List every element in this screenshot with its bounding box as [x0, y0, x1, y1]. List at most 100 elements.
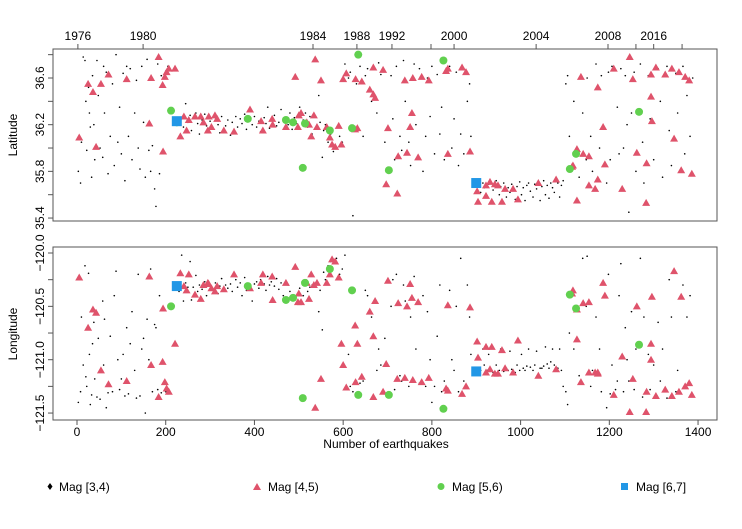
point-mag-4-5 — [513, 195, 522, 203]
point-mag-4-5 — [661, 70, 670, 78]
point-mag-3-4 — [364, 74, 367, 77]
point-mag-3-4 — [113, 164, 116, 167]
point-mag-3-4 — [101, 156, 104, 159]
point-mag-3-4 — [153, 188, 156, 190]
point-mag-3-4 — [598, 348, 601, 350]
point-mag-3-4 — [231, 290, 234, 293]
point-mag-5-6 — [348, 124, 357, 133]
point-mag-4-5 — [497, 197, 506, 205]
point-mag-4-5 — [670, 134, 679, 142]
point-mag-3-4 — [352, 390, 354, 393]
point-mag-4-5 — [509, 184, 518, 192]
point-mag-3-4 — [245, 128, 248, 131]
point-mag-5-6 — [635, 107, 644, 116]
point-mag-4-5 — [685, 379, 694, 387]
point-mag-3-4 — [190, 299, 193, 301]
point-mag-3-4 — [255, 126, 258, 128]
point-mag-4-5 — [406, 279, 415, 287]
point-mag-4-5 — [393, 189, 402, 197]
point-mag-4-5 — [291, 262, 300, 270]
point-mag-3-4 — [643, 182, 645, 184]
point-mag-3-4 — [309, 115, 311, 118]
point-mag-3-4 — [686, 94, 688, 97]
point-mag-4-5 — [184, 270, 193, 278]
point-mag-4-5 — [579, 149, 588, 157]
point-mag-3-4 — [156, 63, 159, 65]
point-mag-3-4 — [384, 141, 386, 143]
point-mag-3-4 — [409, 316, 412, 318]
point-mag-3-4 — [102, 65, 105, 68]
year-tick-label: 2008 — [595, 29, 622, 43]
point-mag-3-4 — [686, 316, 688, 318]
point-mag-3-4 — [347, 353, 350, 356]
point-mag-3-4 — [535, 188, 538, 190]
point-mag-4-5 — [92, 142, 101, 150]
point-mag-3-4 — [243, 276, 246, 279]
point-mag-4-5 — [677, 292, 686, 300]
point-mag-3-4 — [217, 123, 219, 126]
point-mag-4-5 — [210, 287, 219, 295]
point-mag-3-4 — [431, 65, 433, 68]
point-mag-4-5 — [184, 116, 193, 124]
point-mag-3-4 — [255, 281, 258, 283]
point-mag-3-4 — [689, 294, 691, 297]
point-mag-4-5 — [369, 332, 378, 340]
point-mag-3-4 — [524, 369, 526, 372]
point-mag-3-4 — [105, 406, 108, 409]
legend-diamond-icon — [47, 483, 53, 490]
point-mag-4-5 — [182, 286, 191, 294]
point-mag-4-5 — [207, 284, 216, 292]
point-mag-5-6 — [348, 286, 357, 295]
point-mag-3-4 — [158, 294, 161, 297]
point-mag-3-4 — [633, 71, 635, 73]
point-mag-5-6 — [167, 106, 176, 115]
point-mag-5-6 — [565, 165, 574, 174]
point-mag-5-6 — [635, 340, 644, 349]
point-mag-4-5 — [371, 297, 380, 305]
point-mag-3-4 — [468, 83, 471, 85]
point-mag-3-4 — [306, 290, 309, 293]
point-mag-3-4 — [289, 112, 291, 114]
point-mag-5-6 — [281, 295, 290, 304]
point-mag-3-4 — [268, 127, 271, 129]
point-mag-4-5 — [481, 342, 490, 350]
point-mag-3-4 — [338, 135, 341, 138]
point-mag-4-5 — [501, 364, 510, 372]
point-mag-3-4 — [628, 211, 630, 214]
point-mag-3-4 — [118, 106, 121, 108]
point-mag-3-4 — [93, 321, 95, 324]
point-mag-3-4 — [135, 397, 138, 399]
point-mag-3-4 — [459, 133, 462, 135]
point-mag-5-6 — [439, 56, 448, 65]
point-mag-4-5 — [572, 335, 581, 343]
point-mag-3-4 — [668, 278, 671, 281]
point-mag-4-5 — [176, 269, 185, 277]
point-mag-3-4 — [691, 77, 694, 79]
point-mag-3-4 — [595, 63, 597, 65]
point-mag-4-5 — [382, 359, 391, 367]
point-mag-3-4 — [109, 135, 112, 138]
point-mag-4-5 — [293, 123, 302, 131]
point-mag-4-5 — [628, 75, 637, 83]
point-mag-3-4 — [586, 255, 588, 258]
point-mag-3-4 — [241, 122, 243, 125]
point-mag-3-4 — [675, 390, 677, 393]
point-mag-3-4 — [689, 135, 691, 138]
point-mag-3-4 — [611, 65, 613, 68]
point-mag-3-4 — [224, 284, 227, 286]
point-mag-3-4 — [146, 318, 148, 320]
point-mag-3-4 — [395, 273, 398, 276]
point-mag-3-4 — [214, 282, 217, 284]
point-mag-3-4 — [355, 83, 358, 85]
point-mag-4-5 — [383, 276, 392, 284]
point-mag-4-5 — [182, 126, 191, 134]
point-mag-3-4 — [209, 120, 211, 122]
point-mag-4-5 — [407, 109, 416, 117]
point-mag-3-4 — [137, 147, 140, 149]
point-mag-3-4 — [377, 348, 380, 350]
point-mag-3-4 — [115, 270, 117, 272]
point-mag-3-4 — [661, 176, 664, 178]
point-mag-3-4 — [429, 358, 431, 361]
point-mag-3-4 — [278, 288, 280, 291]
year-tick-label: 2000 — [441, 29, 468, 43]
